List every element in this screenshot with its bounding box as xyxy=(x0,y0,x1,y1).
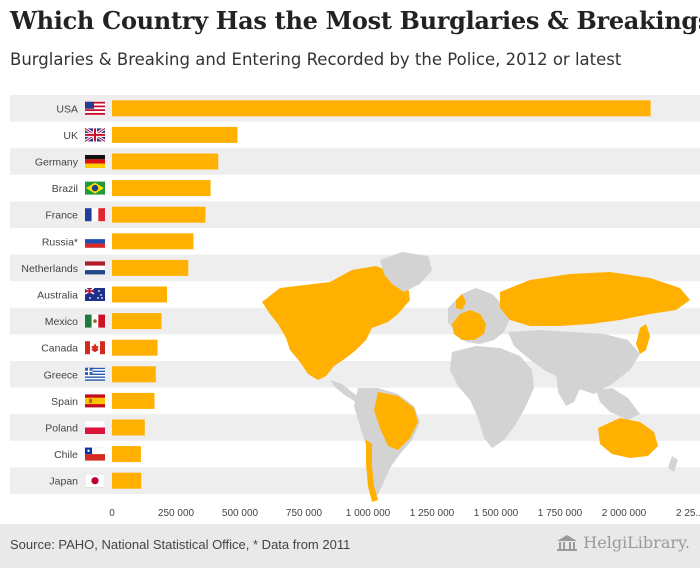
bar-mexico xyxy=(112,313,162,330)
x-axis-ticks: 0 250 000 500 000 750 000 1 000 000 1 250 000… xyxy=(109,508,700,519)
category-label: UK xyxy=(63,130,78,142)
bar-france xyxy=(112,206,206,223)
category-label: Mexico xyxy=(45,316,78,328)
russia-flag-icon xyxy=(85,234,105,248)
logo-text: HelgiLibrary. xyxy=(583,533,690,552)
category-label: Spain xyxy=(51,396,78,408)
category-label: Chile xyxy=(54,449,78,461)
helgi-library-logo: HelgiLibrary. xyxy=(556,533,690,552)
map-japan xyxy=(636,324,650,354)
greece-flag-icon xyxy=(85,367,105,381)
category-label: Germany xyxy=(35,157,79,169)
map-central-america xyxy=(330,380,360,402)
category-label: France xyxy=(45,210,78,222)
australia-flag-icon xyxy=(84,287,105,301)
category-labels: USA UK Germany Brazil France Russia* Netherlan… xyxy=(21,103,78,487)
bar-uk xyxy=(112,126,238,143)
bar-canada xyxy=(112,339,158,356)
x-tick-label: 1 500 000 xyxy=(474,508,519,519)
world-map xyxy=(262,252,690,502)
category-label: Japan xyxy=(49,476,78,488)
footer: Source: PAHO, National Statistical Offic… xyxy=(0,524,700,568)
map-russia xyxy=(500,272,690,326)
chart-title: Which Country Has the Most Burglaries & … xyxy=(10,6,700,35)
bar-spain xyxy=(112,392,155,409)
category-label: Greece xyxy=(44,369,79,381)
map-uk xyxy=(456,294,466,310)
bar-germany xyxy=(112,153,219,170)
netherlands-flag-icon xyxy=(85,261,105,275)
bar-australia xyxy=(112,286,168,303)
top-rule xyxy=(0,0,700,4)
map-brazil xyxy=(374,392,418,450)
bar-russia xyxy=(112,233,194,250)
map-new-zealand xyxy=(668,456,678,472)
bar-japan xyxy=(112,472,142,489)
bar-poland xyxy=(112,419,145,436)
map-chile xyxy=(366,440,378,502)
category-label: Canada xyxy=(41,343,78,355)
bars xyxy=(112,100,651,489)
x-tick-label: 2 000 000 xyxy=(602,508,647,519)
canada-flag-icon xyxy=(85,341,105,355)
category-label: Netherlands xyxy=(21,263,78,275)
france-flag-icon xyxy=(85,208,105,222)
mexico-flag-icon xyxy=(85,314,105,328)
library-building-icon xyxy=(557,534,578,551)
x-tick-label: 500 000 xyxy=(222,508,259,519)
x-tick-label: 2 25... xyxy=(676,508,700,519)
bar-brazil xyxy=(112,180,211,197)
brazil-flag-icon xyxy=(85,181,105,195)
poland-flag-icon xyxy=(84,420,106,434)
bar-greece xyxy=(112,366,156,383)
spain-flag-icon xyxy=(85,394,105,408)
uk-flag-icon xyxy=(84,127,106,143)
category-label: USA xyxy=(56,103,78,115)
x-tick-label: 1 750 000 xyxy=(538,508,583,519)
map-australia xyxy=(598,418,658,458)
category-label: Australia xyxy=(37,290,78,302)
category-label: Russia* xyxy=(42,236,78,248)
bar-usa xyxy=(112,100,651,117)
map-greenland xyxy=(380,252,432,292)
flags xyxy=(84,101,106,488)
map-asia xyxy=(508,330,640,394)
x-tick-label: 1 250 000 xyxy=(410,508,455,519)
us-flag-icon xyxy=(85,101,105,115)
bar-netherlands xyxy=(112,259,189,276)
x-tick-label: 250 000 xyxy=(158,508,195,519)
japan-flag-icon xyxy=(84,474,106,488)
map-north-america xyxy=(262,266,410,380)
category-label: Poland xyxy=(45,423,78,435)
category-label: Brazil xyxy=(52,183,78,195)
map-africa xyxy=(450,346,534,448)
chart-subtitle: Burglaries & Breaking and Entering Recor… xyxy=(10,50,622,69)
germany-flag-icon xyxy=(85,155,105,168)
chart-area: USA UK Germany Brazil France Russia* Netherlan… xyxy=(10,95,700,519)
x-tick-label: 0 xyxy=(109,508,115,519)
source-note: Source: PAHO, National Statistical Offic… xyxy=(10,537,351,552)
map-southeast-asia xyxy=(596,388,640,420)
chile-flag-icon xyxy=(84,447,106,461)
x-tick-label: 1 000 000 xyxy=(346,508,391,519)
map-europe-highlighted xyxy=(452,310,486,340)
bar-chile xyxy=(112,446,141,463)
map-india xyxy=(556,370,582,406)
x-tick-label: 750 000 xyxy=(286,508,323,519)
